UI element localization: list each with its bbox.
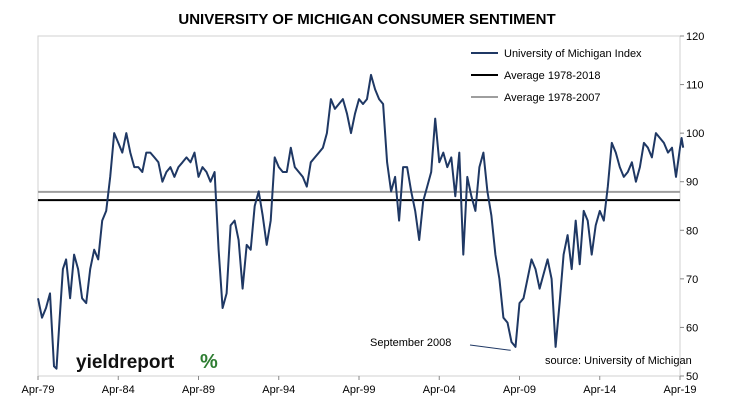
y-tick-label: 100 (686, 128, 704, 140)
series-line-university-of-michigan-index (37, 73, 685, 370)
y-axis: 50 60 70 80 90 100 110 120 (680, 31, 704, 383)
series-area (37, 73, 685, 370)
x-tick-label: Apr-09 (503, 384, 536, 396)
logo-text: yieldreport (76, 352, 175, 373)
chart-title: UNIVERSITY OF MICHIGAN CONSUMER SENTIMEN… (178, 11, 555, 28)
y-tick-label: 80 (686, 225, 698, 237)
logo-percent-icon: % (200, 351, 218, 373)
average-lines (38, 190, 680, 202)
legend-label-index: University of Michigan Index (504, 48, 642, 60)
legend: University of Michigan Index Average 197… (471, 48, 642, 104)
y-tick-label: 70 (686, 274, 698, 286)
x-tick-label: Apr-14 (583, 384, 616, 396)
annotation-september-2008: September 2008 (370, 337, 451, 349)
x-tick-label: Apr-79 (21, 384, 54, 396)
y-tick-label: 90 (686, 177, 698, 189)
y-tick-label: 110 (686, 80, 704, 92)
legend-label-avg-1978-2018: Average 1978-2018 (504, 70, 600, 82)
annotation-callout-line (469, 344, 511, 351)
legend-label-avg-1978-2007: Average 1978-2007 (504, 92, 600, 104)
plot-area (37, 35, 681, 377)
x-tick-label: Apr-19 (663, 384, 696, 396)
x-tick-label: Apr-84 (102, 384, 135, 396)
x-tick-label: Apr-04 (423, 384, 456, 396)
x-tick-label: Apr-89 (182, 384, 215, 396)
y-tick-label: 50 (686, 371, 698, 383)
x-tick-label: Apr-94 (262, 384, 295, 396)
source-note: source: University of Michigan (545, 355, 692, 367)
yieldreport-logo: yieldreport % (76, 351, 218, 373)
x-tick-label: Apr-99 (342, 384, 375, 396)
x-axis: Apr-79 Apr-84 Apr-89 Apr-94 Apr-99 Apr-04 Apr-… (21, 376, 697, 396)
y-tick-label: 120 (686, 31, 704, 43)
y-tick-label: 60 (686, 322, 698, 334)
